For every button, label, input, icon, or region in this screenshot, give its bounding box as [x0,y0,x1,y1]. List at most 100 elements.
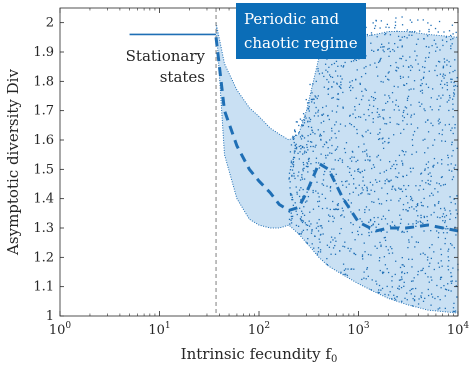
y-tick-label: 1 [46,309,54,324]
scatter-point [366,186,368,188]
scatter-point [417,241,419,244]
scatter-point [383,46,385,48]
scatter-point [363,271,365,273]
scatter-point [340,65,343,67]
scatter-point [326,207,328,209]
scatter-point [410,88,412,90]
scatter-point [308,117,311,119]
scatter-point [420,173,422,175]
scatter-point [328,81,330,83]
scatter-point [441,159,443,161]
scatter-point [418,101,420,103]
scatter-point [313,247,315,249]
scatter-point [312,145,314,148]
scatter-point [317,247,320,249]
scatter-point [350,222,352,224]
scatter-point [422,77,425,79]
scatter-point [422,139,424,141]
scatter-point [361,255,364,258]
scatter-point [292,136,294,139]
scatter-point [337,75,339,77]
scatter-point [444,295,446,297]
scatter-point [331,110,333,112]
scatter-point [439,307,441,309]
scatter-point [453,93,456,95]
scatter-point [434,188,436,190]
scatter-point [411,266,413,268]
scatter-point [396,123,398,125]
scatter-point [310,223,312,225]
scatter-point [432,194,434,196]
scatter-point [446,232,448,234]
scatter-point [388,55,390,57]
scatter-point [329,241,332,243]
scatter-point [353,268,355,270]
scatter-point [454,59,456,61]
scatter-point [456,169,458,171]
scatter-point [298,132,300,134]
scatter-point [367,275,369,277]
scatter-point [429,183,431,186]
scatter-point [406,113,409,115]
scatter-point [410,114,413,116]
scatter-point [323,75,325,78]
scatter-point [311,230,313,232]
scatter-point [363,169,366,171]
scatter-point [417,270,419,273]
scatter-point [291,215,294,218]
scatter-point [357,170,359,173]
scatter-point [339,123,342,125]
scatter-point [429,195,431,197]
scatter-point [411,139,414,141]
scatter-point [317,115,319,117]
scatter-point [391,221,393,223]
scatter-point [398,109,400,111]
scatter-point [389,246,392,248]
scatter-point [298,145,300,148]
scatter-point [428,56,430,59]
scatter-point [304,201,307,203]
scatter-point [302,161,304,164]
scatter-point [361,233,363,236]
scatter-point [439,217,441,219]
scatter-point [294,177,296,180]
scatter-point [450,47,452,50]
scatter-point [349,250,351,252]
scatter-point [311,243,313,245]
scatter-point [354,116,357,119]
scatter-point [294,134,297,136]
scatter-point [427,22,429,24]
scatter-point [337,92,339,95]
scatter-point [453,247,456,249]
scatter-point [397,229,399,231]
scatter-point [315,80,317,83]
scatter-point [327,114,329,117]
scatter-point [448,61,450,63]
scatter-point [453,81,455,84]
scatter-point [405,107,408,109]
y-tick-label: 1.4 [33,192,54,207]
scatter-point [306,200,308,202]
scatter-point [307,140,309,142]
scatter-point [415,220,417,222]
scatter-point [454,69,456,72]
scatter-point [335,148,338,150]
scatter-point [396,163,398,166]
scatter-point [308,106,310,108]
scatter-point [324,170,326,173]
scatter-point [337,93,339,95]
scatter-point [350,60,353,63]
scatter-point [415,210,418,212]
scatter-point [323,86,325,88]
scatter-point [317,192,319,194]
scatter-point [379,159,382,161]
scatter-point [327,154,329,156]
scatter-point [442,220,444,222]
scatter-point [447,283,449,285]
scatter-layer [288,16,459,313]
scatter-point [391,247,393,250]
scatter-point [356,128,358,131]
scatter-point [430,214,432,216]
scatter-point [394,167,397,170]
scatter-point [443,61,446,63]
